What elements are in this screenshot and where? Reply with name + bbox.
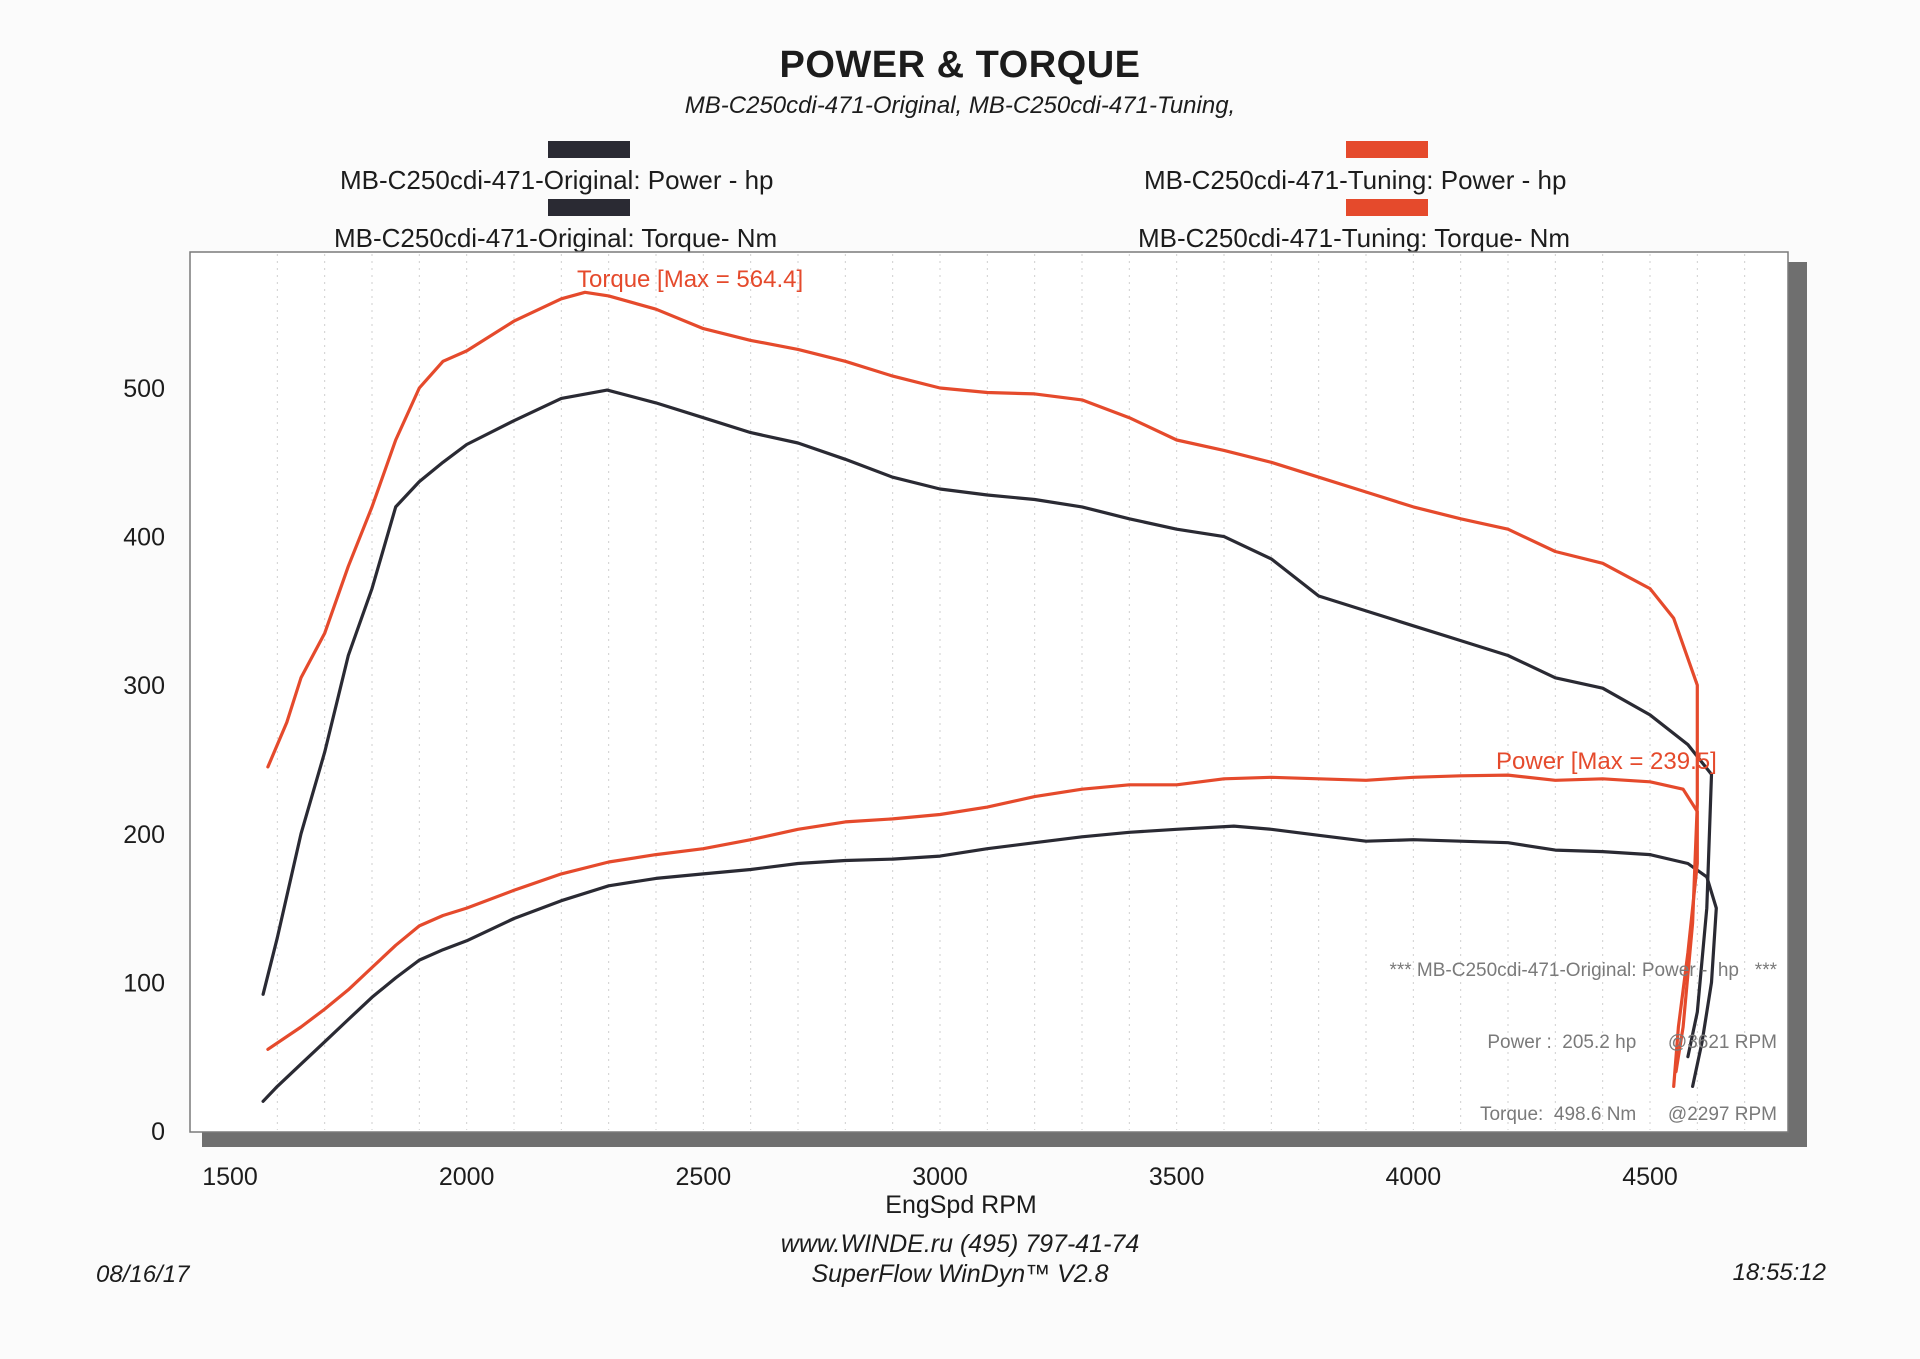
footer-url: www.WINDE.ru (495) 797-41-74 — [780, 1230, 1140, 1258]
series-line-1 — [261, 388, 1714, 1059]
footer-time: 18:55:12 — [1732, 1259, 1826, 1286]
x-tick-label: 4000 — [1386, 1163, 1442, 1191]
legend-label-tuning-power: MB-C250cdi-471-Tuning: Power - hp — [1144, 165, 1567, 195]
series-line-0 — [261, 824, 1718, 1103]
x-tick-label: 4500 — [1622, 1163, 1678, 1191]
legend-swatch-tuning-torque — [1346, 199, 1428, 216]
y-tick-label: 300 — [123, 672, 165, 700]
info-box: *** MB-C250cdi-471-Original: Power - hp … — [1389, 911, 1777, 1151]
x-tick-label: 1500 — [202, 1163, 258, 1191]
y-tick-label: 200 — [123, 821, 165, 849]
x-tick-label: 3500 — [1149, 1163, 1205, 1191]
chart-title: POWER & TORQUE — [779, 44, 1141, 86]
series-line-3 — [266, 290, 1699, 1074]
legend-swatch-tuning-power — [1346, 141, 1428, 158]
footer-software: SuperFlow WinDyn™ V2.8 — [811, 1260, 1109, 1288]
x-tick-label: 2500 — [676, 1163, 732, 1191]
plot-frame — [189, 251, 1789, 1133]
legend-label-original-power: MB-C250cdi-471-Original: Power - hp — [340, 165, 774, 195]
chart-subtitle: MB-C250cdi-471-Original, MB-C250cdi-471-… — [684, 92, 1236, 119]
legend-swatch-original-torque — [548, 199, 630, 216]
torque-max-annotation: Torque [Max = 564.4] — [577, 266, 803, 293]
x-tick-label: 3000 — [912, 1163, 968, 1191]
info-box-header: *** MB-C250cdi-471-Original: Power - hp … — [1389, 960, 1777, 981]
power-max-annotation: Power [Max = 239.5] — [1496, 748, 1717, 775]
legend-label-tuning-torque: MB-C250cdi-471-Tuning: Torque- Nm — [1138, 223, 1571, 253]
series-layer — [261, 290, 1718, 1103]
axis-layer: 1500 2000 2500 3000 3500 4000 4500 0 100 200 300 40… — [123, 375, 1678, 1191]
info-box-torque: Torque: 498.6 Nm @2297 RPM — [1479, 1104, 1777, 1125]
footer-date: 08/16/17 — [96, 1261, 190, 1288]
y-tick-label: 0 — [151, 1118, 165, 1146]
y-tick-label: 100 — [123, 969, 165, 997]
x-axis-label: EngSpd RPM — [885, 1191, 1036, 1219]
y-tick-label: 500 — [123, 375, 165, 403]
legend-swatch-original-power — [548, 141, 630, 158]
x-tick-label: 2000 — [439, 1163, 495, 1191]
series-line-2 — [266, 773, 1699, 1088]
y-tick-label: 400 — [123, 524, 165, 552]
legend-label-original-torque: MB-C250cdi-471-Original: Torque- Nm — [334, 223, 778, 253]
info-box-power: Power : 205.2 hp @3621 RPM — [1487, 1032, 1777, 1053]
